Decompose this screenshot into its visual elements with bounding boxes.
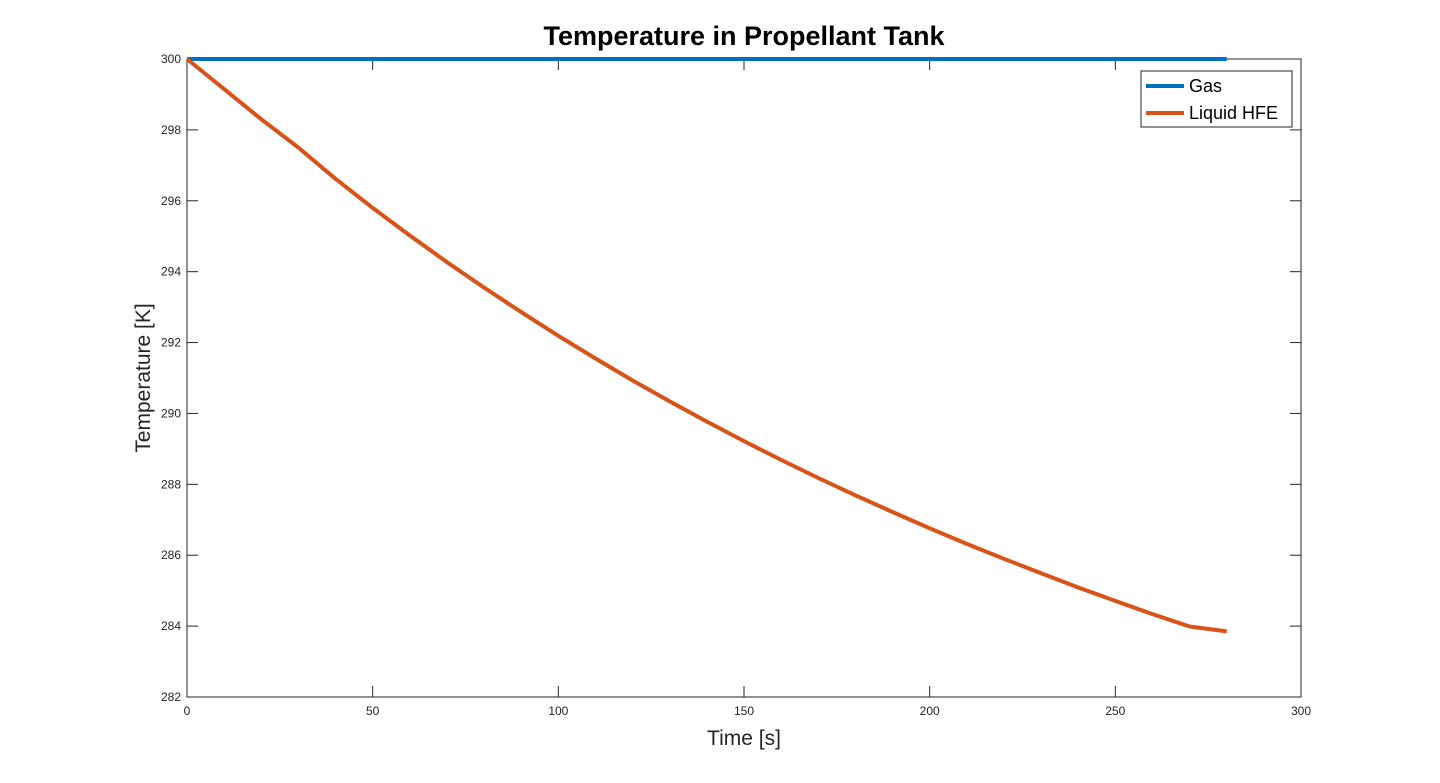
x-tick-label: 200 (920, 704, 940, 718)
y-tick-label: 300 (161, 52, 181, 66)
legend: Gas Liquid HFE (1140, 70, 1293, 128)
x-tick-label: 250 (1105, 704, 1125, 718)
y-tick-label: 294 (161, 265, 181, 279)
x-tick-label: 100 (548, 704, 568, 718)
y-tick-label: 298 (161, 123, 181, 137)
y-axis: 282 284 286 288 290 292 294 296 298 300 (161, 52, 1301, 704)
y-tick-label: 290 (161, 406, 181, 420)
x-tick-label: 150 (734, 704, 754, 718)
series-line-liquid-hfe (185, 57, 1227, 634)
y-tick-label: 286 (161, 548, 181, 562)
legend-box (1140, 70, 1293, 128)
y-tick-label: 296 (161, 194, 181, 208)
x-tick-label: 300 (1291, 704, 1311, 718)
chart-title: Temperature in Propellant Tank (543, 21, 945, 51)
y-axis-title: Temperature [K] (132, 303, 155, 452)
x-tick-label: 50 (366, 704, 380, 718)
series-layer (185, 57, 1227, 634)
y-tick-label: 284 (161, 619, 181, 633)
legend-label-gas: Gas (1189, 76, 1222, 96)
x-tick-label: 0 (184, 704, 191, 718)
legend-label-liquid-hfe: Liquid HFE (1189, 103, 1278, 123)
y-tick-label: 292 (161, 336, 181, 350)
x-axis: 0 50 100 150 200 250 300 (184, 59, 1311, 718)
x-axis-title: Time [s] (707, 727, 781, 750)
y-tick-label: 282 (161, 690, 181, 704)
plot-area (186, 58, 1302, 698)
y-tick-label: 288 (161, 477, 181, 491)
